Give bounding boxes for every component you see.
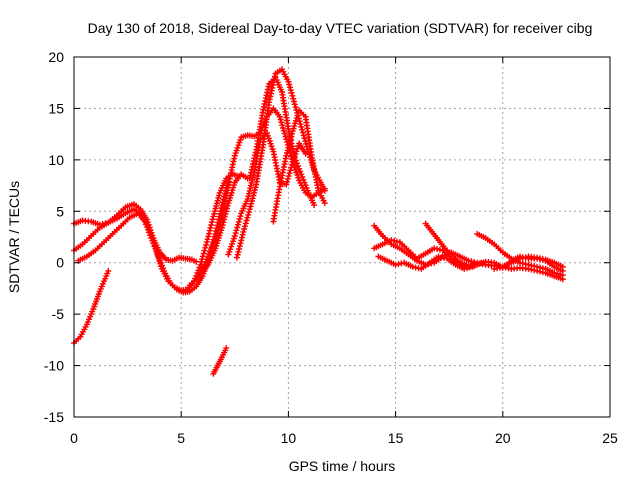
series-track-5 [210, 345, 230, 377]
y-tick-label: 15 [48, 100, 64, 116]
axis-ticks: 0 5 10 15 20 25 -15 -10 -5 0 5 10 15 20 [44, 49, 618, 446]
series-markers [210, 345, 230, 377]
plot-frame [73, 56, 611, 418]
series-track-10 [270, 107, 328, 225]
y-tick-label: -15 [44, 409, 64, 425]
series-markers [474, 230, 566, 279]
series-track-16 [474, 230, 566, 279]
x-tick-label: 15 [388, 430, 404, 446]
y-tick-label: 20 [48, 49, 64, 65]
x-axis-label: GPS time / hours [289, 458, 396, 474]
x-tick-label: 20 [495, 430, 511, 446]
series-track-14 [375, 253, 485, 272]
series-markers [491, 253, 566, 272]
x-tick-label: 25 [602, 430, 618, 446]
series-track-15 [422, 220, 481, 269]
y-tick-label: 10 [48, 152, 64, 168]
y-tick-label: -5 [52, 306, 65, 322]
data-layer [71, 66, 566, 377]
x-tick-label: 0 [70, 430, 78, 446]
y-axis-label: SDTVAR / TECUs [6, 181, 22, 293]
chart-title: Day 130 of 2018, Sidereal Day-to-day VTE… [88, 20, 593, 36]
series-markers [422, 220, 481, 269]
series-markers [225, 130, 309, 258]
x-tick-label: 10 [281, 430, 297, 446]
y-tick-label: 5 [56, 203, 64, 219]
grid-lines [74, 57, 610, 417]
series-track-11 [199, 171, 251, 276]
series-markers [199, 171, 251, 276]
series-track-9 [225, 130, 309, 258]
series-markers [371, 222, 566, 283]
series-markers [71, 267, 112, 346]
y-tick-label: -10 [44, 358, 64, 374]
x-tick-label: 5 [177, 430, 185, 446]
series-track-17 [491, 253, 566, 272]
series-track-1 [71, 267, 112, 346]
series-track-12 [371, 222, 566, 283]
y-tick-label: 0 [56, 255, 64, 271]
series-markers [270, 107, 328, 225]
